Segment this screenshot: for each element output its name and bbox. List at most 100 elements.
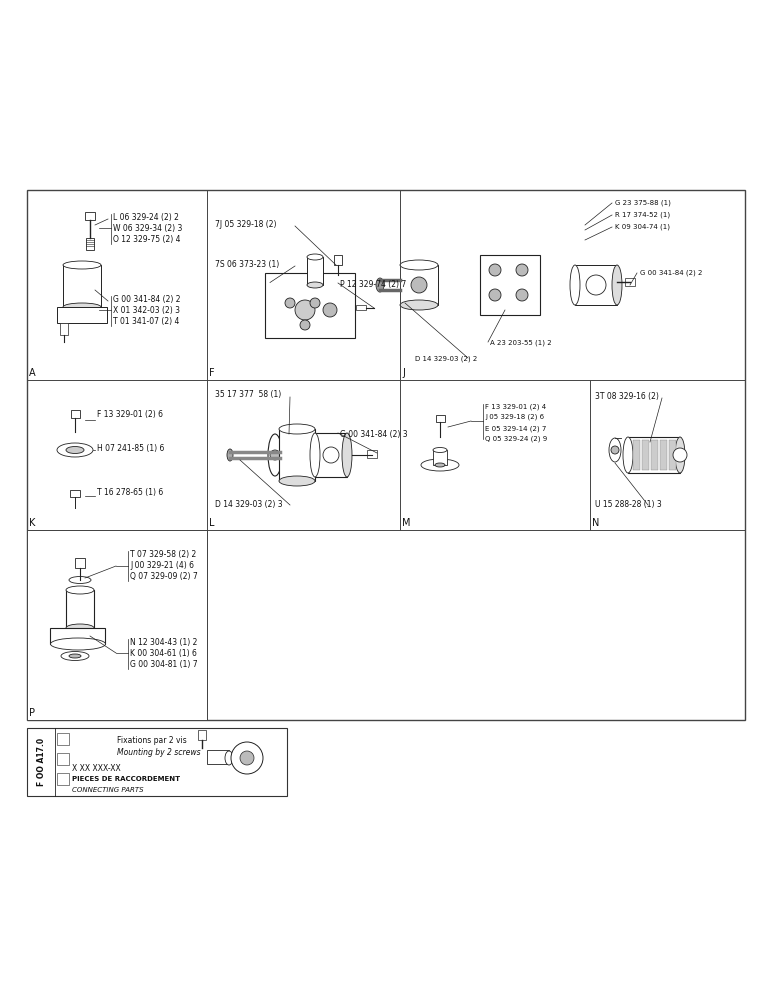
Ellipse shape <box>69 654 81 658</box>
Text: N: N <box>592 518 599 528</box>
Ellipse shape <box>279 424 315 434</box>
Circle shape <box>323 447 339 463</box>
Ellipse shape <box>421 459 459 471</box>
Text: G 00 341-84 (2) 2: G 00 341-84 (2) 2 <box>113 295 181 304</box>
Text: T 01 341-07 (2) 4: T 01 341-07 (2) 4 <box>113 317 179 326</box>
Ellipse shape <box>310 433 320 477</box>
Ellipse shape <box>400 300 438 310</box>
Bar <box>57 307 107 323</box>
Text: A: A <box>29 368 36 378</box>
Bar <box>60 323 68 335</box>
Text: D 14 329-03 (2) 3: D 14 329-03 (2) 3 <box>215 500 283 509</box>
Bar <box>334 255 342 265</box>
Bar <box>279 429 315 481</box>
Ellipse shape <box>675 437 685 473</box>
Text: N 12 304-43 (1) 2: N 12 304-43 (1) 2 <box>130 638 198 647</box>
Circle shape <box>323 303 337 317</box>
Ellipse shape <box>623 437 633 473</box>
Text: K: K <box>29 518 36 528</box>
Bar <box>436 415 445 422</box>
Bar <box>207 750 229 764</box>
Ellipse shape <box>307 282 323 288</box>
Bar <box>628 437 680 473</box>
Ellipse shape <box>69 576 91 584</box>
Bar <box>63 265 101 307</box>
Circle shape <box>586 275 606 295</box>
Text: X 01 342-03 (2) 3: X 01 342-03 (2) 3 <box>113 306 180 315</box>
Text: R 17 374-52 (1): R 17 374-52 (1) <box>615 212 670 219</box>
Text: F OO A17.0: F OO A17.0 <box>36 738 46 786</box>
Text: F 13 329-01 (2) 4: F 13 329-01 (2) 4 <box>485 403 546 410</box>
Text: 3T 08 329-16 (2): 3T 08 329-16 (2) <box>595 392 659 401</box>
Text: M: M <box>402 518 411 528</box>
Text: O 12 329-75 (2) 4: O 12 329-75 (2) 4 <box>113 235 181 244</box>
Bar <box>307 257 323 285</box>
Bar <box>66 590 94 628</box>
Circle shape <box>411 277 427 293</box>
Text: W 06 329-34 (2) 3: W 06 329-34 (2) 3 <box>113 224 182 233</box>
Ellipse shape <box>570 265 580 305</box>
Text: U 15 288-28 (1) 3: U 15 288-28 (1) 3 <box>595 500 662 509</box>
Circle shape <box>516 289 528 301</box>
Text: T 16 278-65 (1) 6: T 16 278-65 (1) 6 <box>97 488 163 497</box>
Bar <box>669 440 676 470</box>
Bar <box>433 450 447 465</box>
Bar <box>198 730 206 740</box>
Circle shape <box>231 742 263 774</box>
Ellipse shape <box>268 434 282 476</box>
Ellipse shape <box>612 265 622 305</box>
Bar <box>27 728 287 796</box>
Ellipse shape <box>376 278 384 292</box>
Bar <box>50 628 105 644</box>
Text: PIECES DE RACCORDEMENT: PIECES DE RACCORDEMENT <box>72 776 180 782</box>
Bar <box>75 558 85 568</box>
Text: P 12 329-74 (2) 7: P 12 329-74 (2) 7 <box>340 280 406 289</box>
Bar <box>57 753 69 765</box>
Text: E 05 329-14 (2) 7: E 05 329-14 (2) 7 <box>485 425 547 432</box>
Circle shape <box>489 289 501 301</box>
Text: G 00 341-84 (2) 3: G 00 341-84 (2) 3 <box>340 430 408 439</box>
Text: L: L <box>209 518 215 528</box>
Ellipse shape <box>61 652 89 660</box>
Text: P: P <box>29 708 35 718</box>
Bar <box>633 440 640 470</box>
Circle shape <box>673 448 687 462</box>
Circle shape <box>295 300 315 320</box>
Bar <box>480 255 540 315</box>
Circle shape <box>516 264 528 276</box>
Circle shape <box>489 264 501 276</box>
Text: 35 17 377  58 (1): 35 17 377 58 (1) <box>215 390 281 399</box>
Ellipse shape <box>342 433 352 477</box>
Circle shape <box>240 751 254 765</box>
Text: G 23 375-88 (1): G 23 375-88 (1) <box>615 200 671 207</box>
Ellipse shape <box>225 751 233 765</box>
Ellipse shape <box>435 463 445 467</box>
Text: CONNECTING PARTS: CONNECTING PARTS <box>72 787 144 793</box>
Ellipse shape <box>66 624 94 632</box>
Text: A 23 203-55 (1) 2: A 23 203-55 (1) 2 <box>490 340 552 347</box>
Bar <box>27 190 745 720</box>
Bar <box>651 440 658 470</box>
Ellipse shape <box>50 638 106 650</box>
Ellipse shape <box>63 261 101 269</box>
Text: G 00 341-84 (2) 2: G 00 341-84 (2) 2 <box>640 270 703 276</box>
Circle shape <box>300 320 310 330</box>
Text: Fixations par 2 vis: Fixations par 2 vis <box>117 736 187 745</box>
Ellipse shape <box>57 443 93 457</box>
Text: F: F <box>209 368 215 378</box>
Ellipse shape <box>66 446 84 454</box>
Bar <box>367 450 377 458</box>
Bar <box>57 773 69 785</box>
Text: 7J 05 329-18 (2): 7J 05 329-18 (2) <box>215 220 276 229</box>
Bar <box>356 305 366 310</box>
Ellipse shape <box>433 448 447 452</box>
Bar <box>575 265 617 305</box>
Circle shape <box>310 298 320 308</box>
Bar <box>70 490 80 497</box>
Ellipse shape <box>307 254 323 260</box>
Bar <box>85 212 95 220</box>
Bar <box>57 733 69 745</box>
Ellipse shape <box>66 586 94 594</box>
Text: K 00 304-61 (1) 6: K 00 304-61 (1) 6 <box>130 649 197 658</box>
Text: Q 07 329-09 (2) 7: Q 07 329-09 (2) 7 <box>130 572 198 581</box>
